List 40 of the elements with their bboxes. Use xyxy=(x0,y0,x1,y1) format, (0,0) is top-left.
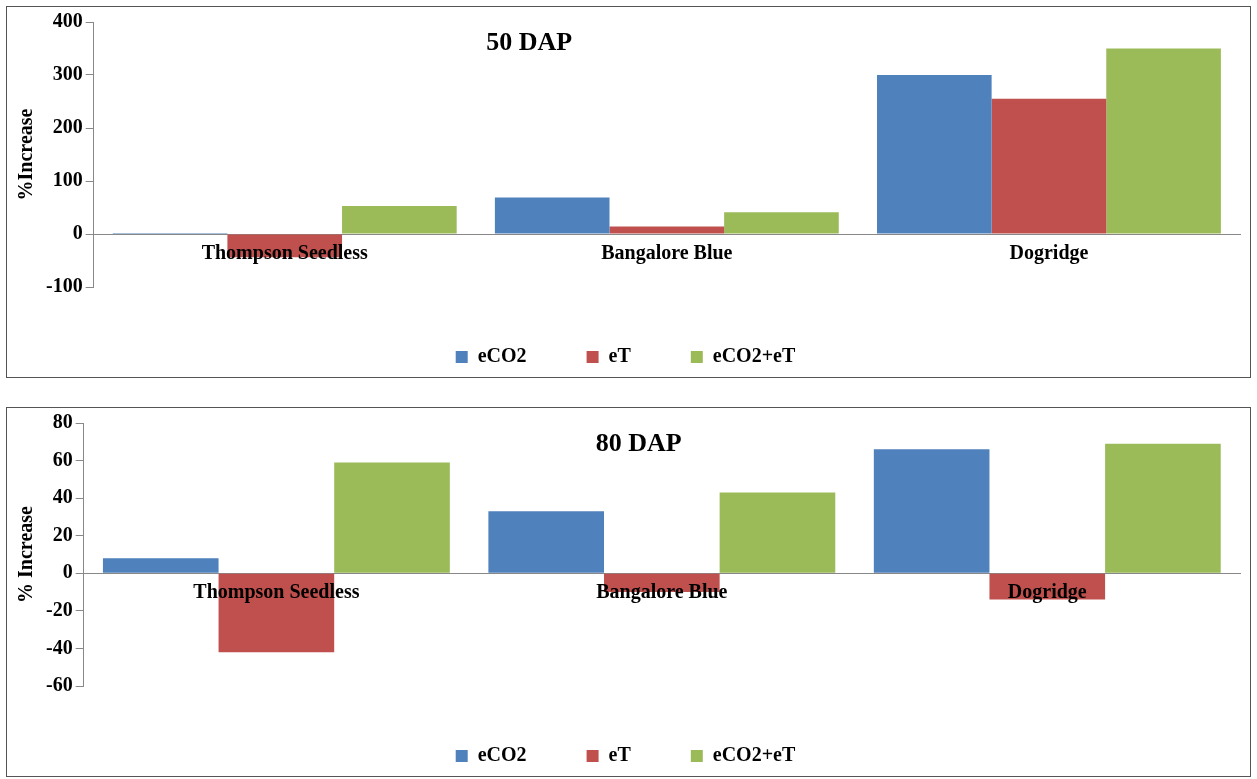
bar xyxy=(724,212,839,234)
legend-label: eCO2 xyxy=(477,743,527,766)
y-tick-label: 100 xyxy=(52,168,83,191)
bar xyxy=(873,449,990,573)
y-axis-title: %Increase xyxy=(14,108,37,201)
x-tick-label: Bangalore Blue xyxy=(601,241,733,265)
y-tick-label: 60 xyxy=(52,447,73,470)
y-tick-label: 20 xyxy=(52,522,73,545)
y-tick-label: 400 xyxy=(52,9,83,32)
bar xyxy=(102,558,219,573)
y-tick-label: 0 xyxy=(72,221,83,244)
y-tick-label: -60 xyxy=(45,673,73,696)
y-tick-label: -100 xyxy=(45,274,83,297)
y-tick-label: 300 xyxy=(52,62,83,85)
legend-label: eCO2+eT xyxy=(712,743,796,766)
bar xyxy=(719,492,836,573)
bar xyxy=(334,462,450,573)
bar xyxy=(609,226,725,234)
y-tick-label: 40 xyxy=(52,485,73,508)
y-tick-label: 80 xyxy=(52,410,73,433)
legend-label: eCO2 xyxy=(477,344,527,367)
y-tick-label: 0 xyxy=(62,560,73,583)
bar xyxy=(342,205,457,234)
bar xyxy=(991,98,1107,234)
bar xyxy=(494,197,610,234)
bar xyxy=(488,511,605,573)
bar xyxy=(1105,443,1221,573)
y-tick-label: -40 xyxy=(45,635,73,658)
x-tick-label: Dogridge xyxy=(1007,580,1087,604)
legend-label: eT xyxy=(608,743,632,766)
y-axis-title: % Increase xyxy=(14,505,37,603)
legend-label: eCO2+eT xyxy=(712,344,796,367)
y-tick-label: -20 xyxy=(45,598,73,621)
y-tick-label: 200 xyxy=(52,115,83,138)
x-tick-label: Dogridge xyxy=(1009,241,1089,265)
chart-title: 80 DAP xyxy=(595,427,682,457)
bar xyxy=(1106,48,1221,234)
legend-label: eT xyxy=(608,344,632,367)
chart-title: 50 DAP xyxy=(486,26,573,56)
bar xyxy=(876,75,992,234)
